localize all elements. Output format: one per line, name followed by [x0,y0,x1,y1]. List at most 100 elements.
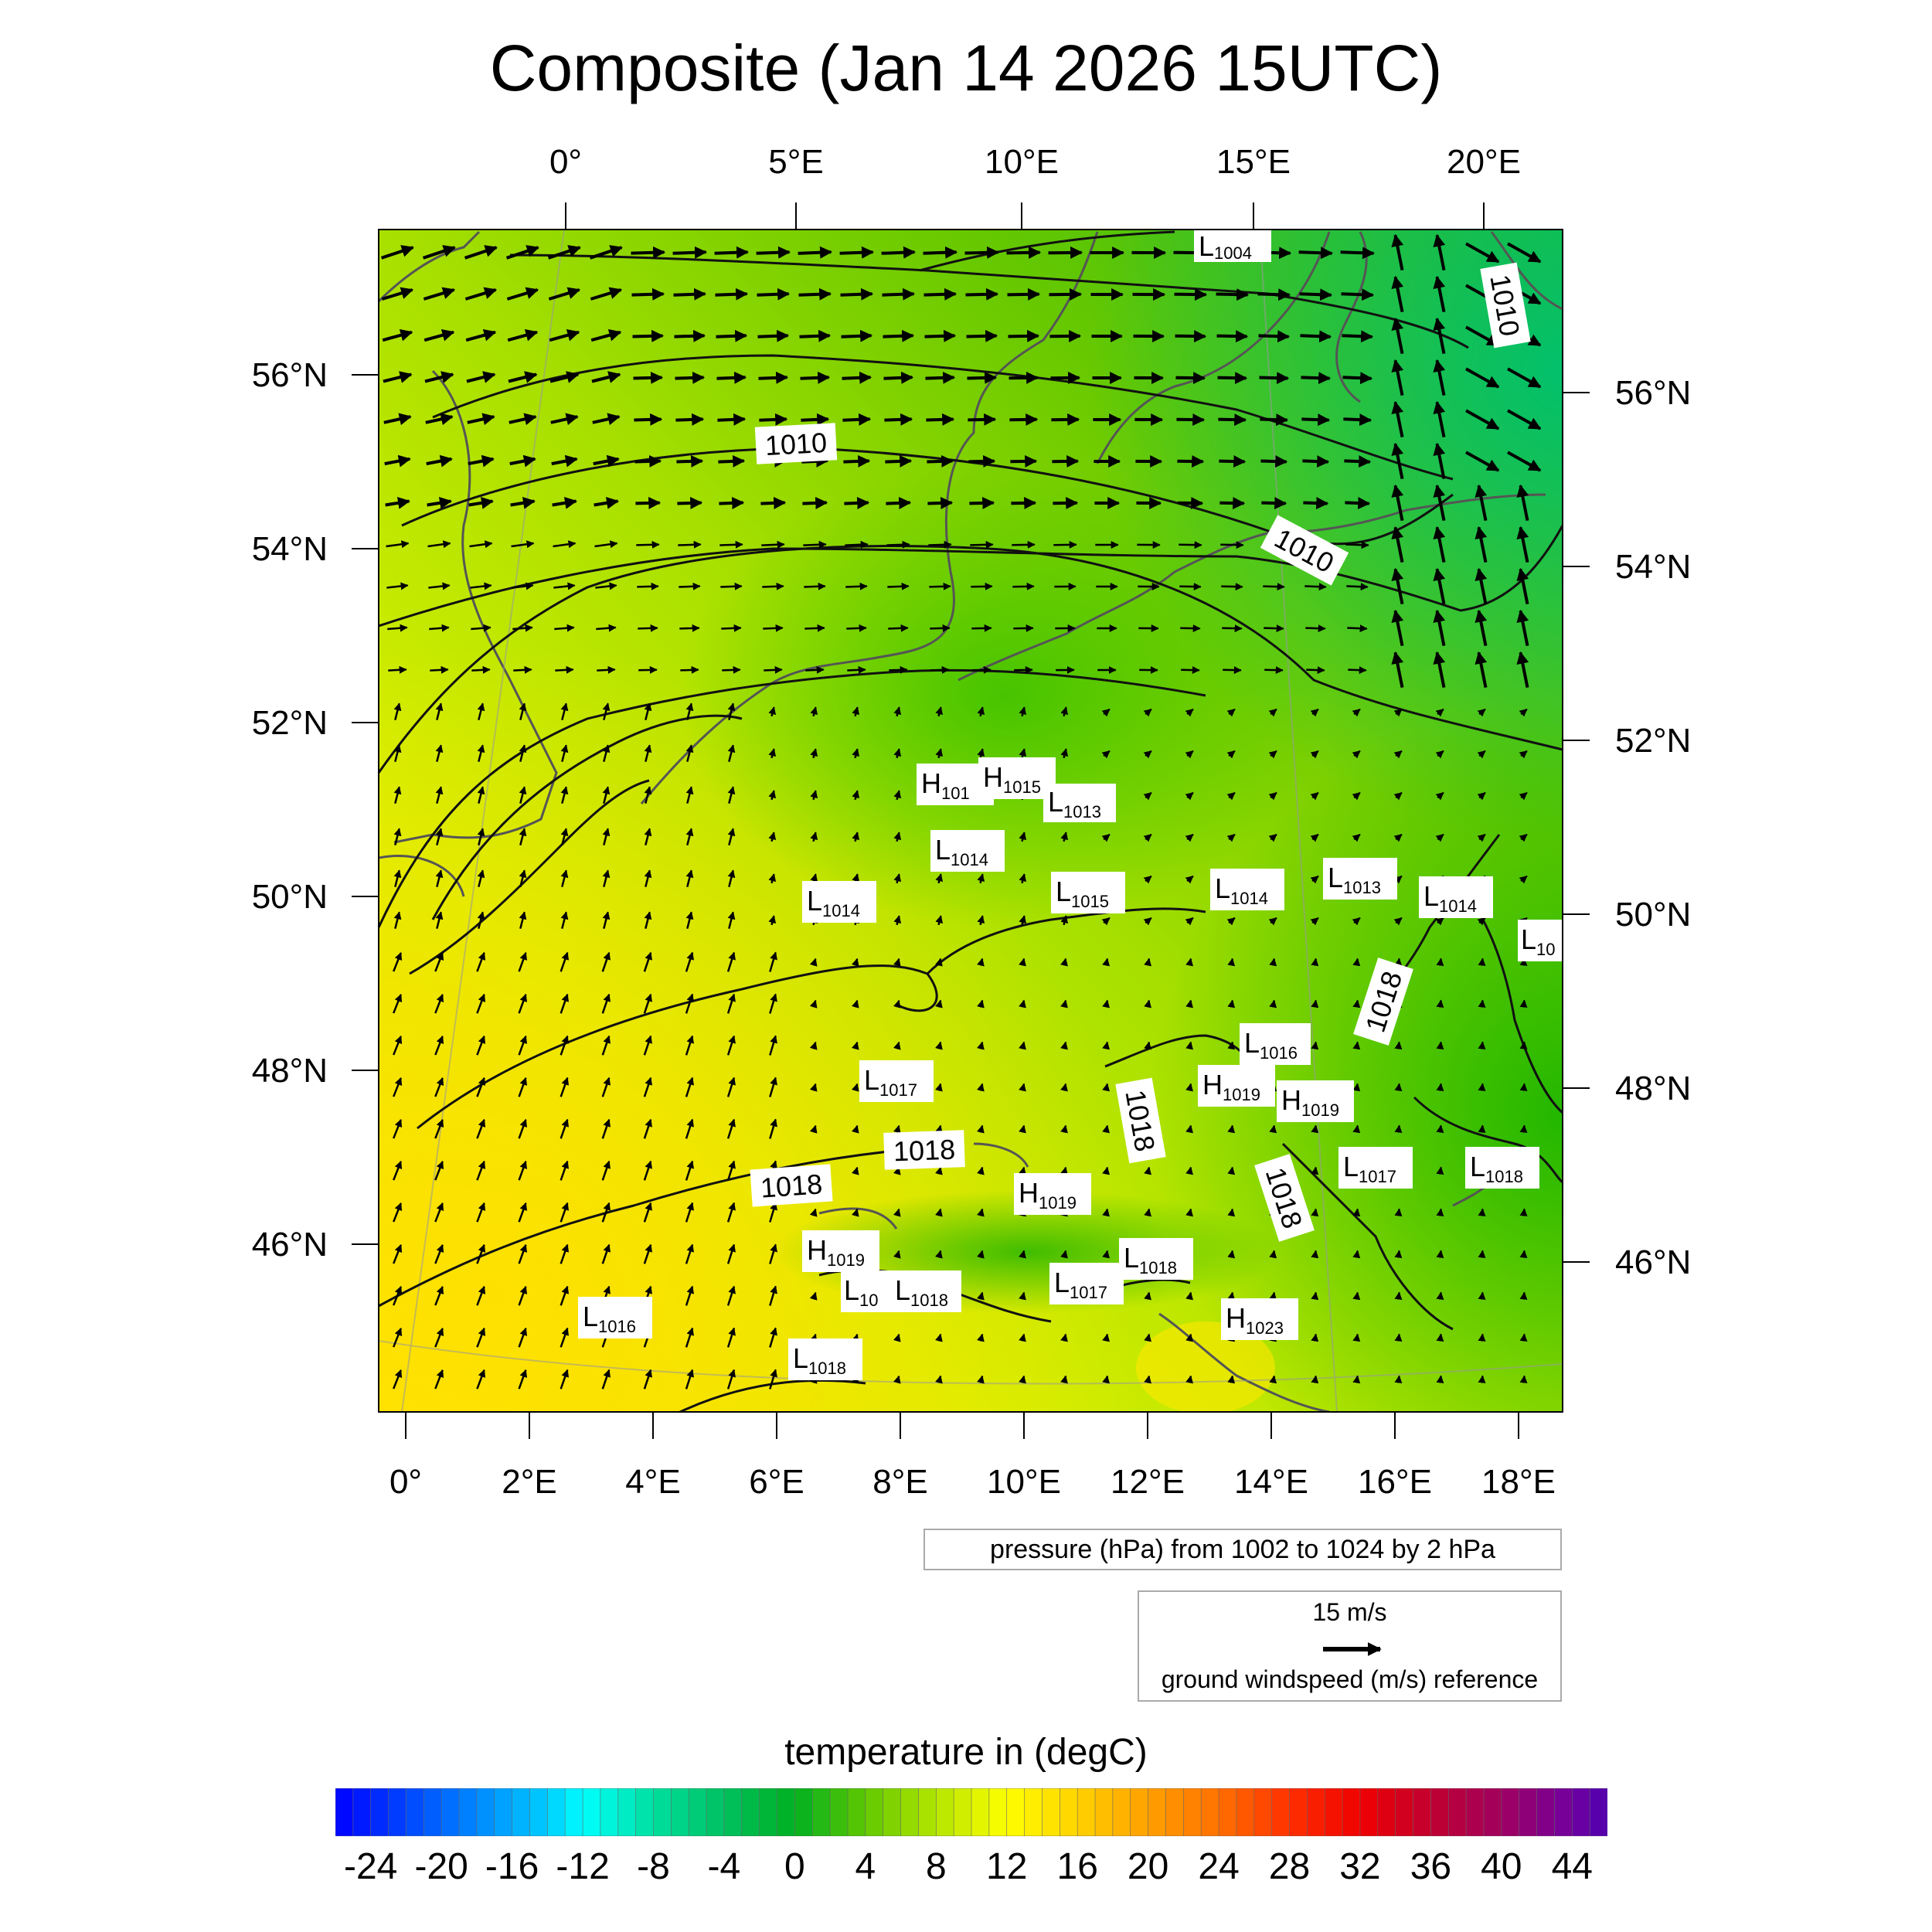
wind-vector [769,1202,777,1223]
wind-vector [1227,999,1236,1009]
wind-vector [1394,1250,1403,1259]
wind-vector [601,1077,611,1097]
wind-vector [560,869,569,888]
wind-vector [971,624,992,632]
colorbar-title: temperature in (degC) [784,1732,1148,1773]
wind-vector [685,1077,694,1097]
wind-vector [591,371,621,383]
wind-vector [1301,372,1332,385]
wind-vector [1060,1333,1068,1342]
wind-vector [1393,833,1403,842]
colorbar-swatch [883,1788,902,1836]
wind-vector [935,1166,943,1175]
pressure-center-type: H [1019,1177,1039,1209]
wind-vector [935,957,943,967]
wind-vector [726,1243,736,1264]
wind-vector [1144,1166,1151,1175]
wind-vector [1144,1375,1151,1384]
isobar-1018b [926,907,1206,975]
wind-vector [967,371,998,384]
wind-vector [393,1327,403,1348]
wind-vector [675,371,706,384]
pressure-center-value: 1019 [827,1250,865,1270]
wind-vector [388,665,407,674]
wind-vector [1352,791,1361,801]
top-lon-labels: 0° 5°E 10°E 15°E 20°E [549,143,1521,181]
isobar-1016a [379,668,1206,928]
wind-vector [977,1250,985,1259]
wind-vector [382,328,413,342]
wind-vector [602,702,611,721]
wind-vector [434,1369,444,1389]
pressure-center-type: L [1048,786,1063,818]
isobar-1018g [1413,1096,1563,1184]
wind-vector [1433,233,1446,270]
wind-vector [1227,1375,1236,1384]
wind-vector [1478,1333,1486,1342]
wind-vector [1435,708,1444,717]
right-lat-label: 52°N [1615,722,1691,760]
pressure-center-p17: L1018 [1465,1147,1539,1189]
colorbar-tick-label: -24 [344,1846,398,1887]
wind-vector [593,454,620,468]
wind-vector [643,993,652,1014]
wind-vector [1185,708,1194,717]
svg-text:L1017: L1017 [1054,1267,1107,1302]
wind-vector [1519,1250,1528,1258]
wind-vector [1019,999,1026,1009]
wind-vector [1226,833,1236,842]
wind-vector [1268,833,1277,842]
wind-vector [470,582,492,590]
wind-vector [560,1118,570,1139]
wind-vector [805,665,825,674]
wind-vector [393,828,402,846]
wind-vector [1343,413,1372,427]
right-lat-label: 46°N [1615,1243,1691,1281]
wind-vector [1433,442,1446,479]
wind-vector [590,328,622,342]
svg-text:H1019: H1019 [1202,1069,1260,1104]
wind-vector [476,993,486,1014]
colorbar-swatch [1218,1788,1237,1836]
svg-text:L1018: L1018 [1470,1151,1523,1186]
wind-vector [385,496,410,509]
wind-vector [884,413,913,426]
wind-vector [1185,750,1194,759]
wind-vector [560,744,569,763]
wind-vector [1347,624,1368,633]
colorbar-swatch [1413,1788,1432,1836]
wind-vector [1475,609,1488,646]
pressure-center-type: L [1244,1027,1260,1059]
pressure-center-value: 1015 [1003,777,1041,797]
wind-vector [1185,957,1193,967]
wind-vector [1268,917,1277,926]
coastline-baltic-south [957,493,1546,682]
wind-vector [685,1327,694,1348]
wind-vector [1144,999,1151,1009]
wind-vector [1465,451,1500,472]
wind-vector [1264,624,1284,633]
wind-vector [893,790,902,801]
colorbar-swatch [1324,1788,1343,1836]
pressure-center-p13: L1017 [859,1060,934,1102]
wind-vector [393,1285,403,1306]
colorbar-swatch [335,1788,354,1836]
colorbar-swatch [759,1788,778,1836]
wind-vector [393,786,402,804]
wind-vector [768,790,777,801]
wind-vector [513,665,532,674]
wind-vector [726,1285,736,1306]
colorbar-swatch [847,1788,866,1836]
wind-vector [1352,708,1361,717]
wind-vector [972,665,992,674]
wind-vector [727,911,736,930]
wind-vector [602,828,611,846]
svg-text:L1014: L1014 [935,834,988,869]
wind-vector [851,999,859,1009]
wind-vector [768,832,777,842]
pressure-center-type: H [1281,1084,1301,1116]
wind-vector [756,246,791,259]
wind-vector [1342,330,1374,343]
wind-vector [1478,1375,1486,1383]
wind-vector [1019,1083,1026,1092]
